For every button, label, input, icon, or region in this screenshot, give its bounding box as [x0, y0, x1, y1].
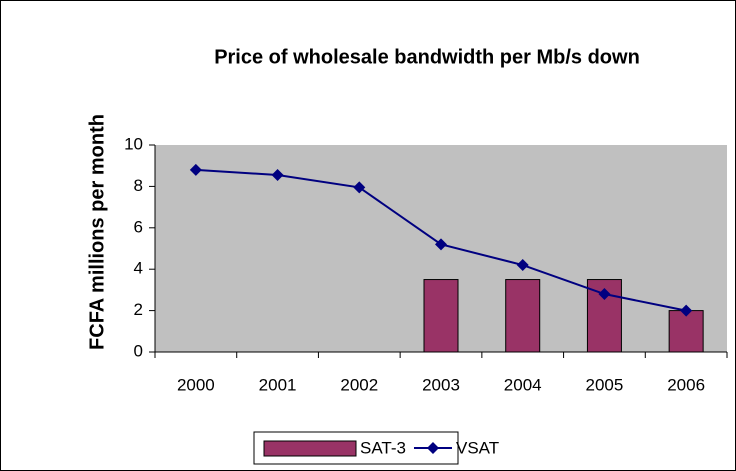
- x-tick-label: 2000: [177, 375, 215, 394]
- bar: [668, 310, 704, 353]
- legend-label: SAT-3: [360, 438, 406, 457]
- bar: [505, 279, 541, 353]
- marker: [353, 181, 366, 194]
- marker: [271, 169, 284, 182]
- legend-label: VSAT: [456, 438, 499, 457]
- x-tick-label: 2003: [422, 375, 460, 394]
- y-tick-label: 2: [134, 300, 143, 319]
- y-axis-label: FCFA millions per month: [86, 114, 108, 350]
- x-tick-label: 2001: [259, 375, 297, 394]
- x-tick-label: 2005: [586, 375, 624, 394]
- x-tick-label: 2006: [667, 375, 705, 394]
- marker: [189, 163, 202, 176]
- legend-marker: [426, 442, 439, 454]
- x-tick-label: 2004: [504, 375, 542, 394]
- marker: [598, 288, 611, 301]
- marker: [680, 304, 693, 317]
- y-tick-label: 10: [124, 134, 143, 153]
- y-tick-label: 8: [134, 176, 143, 195]
- bar: [423, 279, 459, 353]
- legend-swatch: [263, 440, 357, 457]
- chart-title: Price of wholesale bandwidth per Mb/s do…: [214, 46, 640, 68]
- y-tick-label: 0: [134, 341, 143, 360]
- marker: [516, 259, 529, 272]
- y-tick-label: 6: [134, 217, 143, 236]
- y-tick-label: 4: [134, 259, 143, 278]
- marker: [435, 238, 447, 251]
- x-tick-label: 2002: [340, 375, 378, 394]
